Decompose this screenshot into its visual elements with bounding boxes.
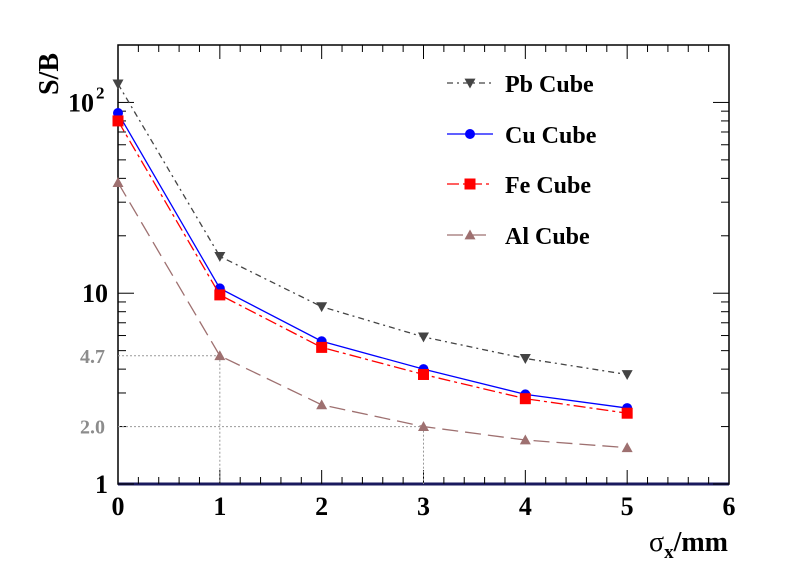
y-axis-title: S/B (34, 53, 65, 95)
data-point-fe-cube (316, 341, 328, 353)
y-tick-label-100: 10 (68, 88, 94, 117)
x-tick-label: 6 (723, 492, 736, 521)
y-tick-label-100-exponent: 2 (96, 83, 105, 102)
series-line-cu-cube (117, 112, 628, 409)
data-point-al-cube (519, 434, 531, 445)
x-tick-label: 5 (621, 492, 634, 521)
data-point-pb-cube (316, 302, 328, 313)
data-point-pb-cube (214, 251, 226, 262)
legend-marker (464, 178, 476, 190)
data-point-al-cube (214, 350, 226, 361)
legend-label: Cu Cube (505, 123, 597, 149)
data-point-al-cube (621, 442, 633, 453)
data-point-fe-cube (418, 368, 429, 380)
legend-label: Fe Cube (505, 173, 591, 199)
legend-marker (464, 78, 476, 89)
data-point-pb-cube (418, 332, 429, 343)
x-axis-title-unit: /mm (673, 527, 728, 558)
legend-marker (464, 229, 476, 240)
x-axis-title-sigma: σ (649, 527, 664, 558)
x-tick-label: 3 (417, 492, 430, 521)
data-point-al-cube (316, 399, 328, 410)
data-point-fe-cube (621, 407, 633, 419)
legend-label: Pb Cube (505, 72, 594, 98)
series-line-al-cube (117, 182, 628, 449)
data-point-fe-cube (214, 289, 226, 301)
y-tick-label-1: 1 (95, 470, 108, 499)
x-tick-label: 0 (112, 492, 125, 521)
data-point-pb-cube (519, 354, 531, 364)
data-point-fe-cube (519, 393, 531, 405)
y-tick-label-10: 10 (82, 279, 108, 308)
data-point-fe-cube (112, 115, 124, 127)
data-point-al-cube (112, 177, 124, 188)
x-tick-label: 4 (519, 492, 532, 521)
legend-label: Al Cube (505, 224, 590, 250)
data-point-pb-cube (621, 370, 633, 380)
x-tick-label: 1 (213, 492, 226, 521)
x-axis-title: σx/mm (649, 527, 728, 563)
legend-marker (465, 129, 475, 139)
x-tick-label: 2 (315, 492, 328, 521)
x-axis-title-subscript: x (664, 542, 674, 563)
data-point-al-cube (418, 421, 429, 431)
series-line-fe-cube (117, 120, 628, 414)
annotation-label: 4.7 (80, 346, 105, 368)
data-point-pb-cube (112, 79, 124, 90)
plot-frame (117, 44, 730, 485)
annotation-label: 2.0 (80, 417, 105, 439)
